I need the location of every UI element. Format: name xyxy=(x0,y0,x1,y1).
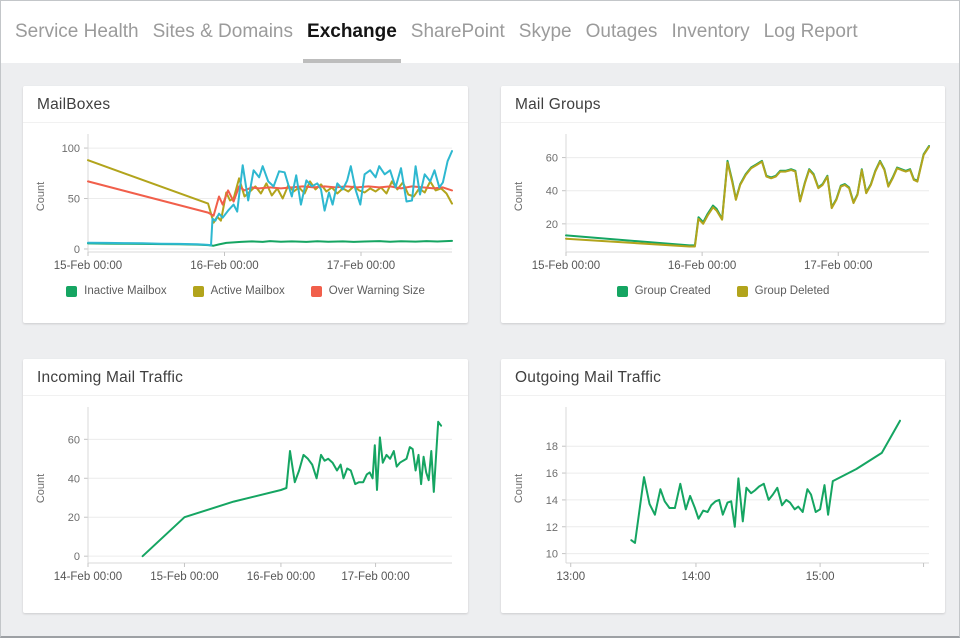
y-tick-label: 50 xyxy=(68,194,80,206)
y-tick-label: 16 xyxy=(546,468,558,480)
tab-skype[interactable]: Skype xyxy=(518,21,572,42)
chart-title: Outgoing Mail Traffic xyxy=(515,369,662,386)
y-tick-label: 0 xyxy=(74,244,80,256)
series-line-outgoing-mail xyxy=(630,419,901,544)
legend-swatch xyxy=(192,285,204,297)
tab-outages[interactable]: Outages xyxy=(585,21,658,42)
x-tick-label: 17-Feb 00:00 xyxy=(341,571,409,583)
x-tick-label: 15:00 xyxy=(806,571,835,583)
x-tick-label: 15-Feb 00:00 xyxy=(54,260,122,272)
x-tick-label: 16-Feb 00:00 xyxy=(668,260,736,272)
legend-item-group-created[interactable]: Group Created xyxy=(616,285,711,297)
series-line-incoming-mail xyxy=(141,420,443,558)
legend-swatch xyxy=(736,285,748,297)
y-axis-title: Count xyxy=(513,182,525,211)
series-line-active-mailbox xyxy=(87,159,453,224)
y-axis-title: Count xyxy=(35,182,47,211)
y-tick-label: 60 xyxy=(546,153,558,165)
x-tick-label: 17-Feb 00:00 xyxy=(327,260,395,272)
card-header: Incoming Mail Traffic xyxy=(23,359,468,396)
legend-item-group-deleted[interactable]: Group Deleted xyxy=(736,285,830,297)
outgoing-mail-traffic-card: Outgoing Mail Traffic 10 12 14 16 18 13:00 14:… xyxy=(501,359,945,613)
y-tick-label: 0 xyxy=(74,551,80,563)
x-tick-label: 17-Feb 00:00 xyxy=(804,260,872,272)
y-tick-label: 20 xyxy=(68,512,80,524)
chart-title: MailBoxes xyxy=(37,96,111,113)
tab-log-report[interactable]: Log Report xyxy=(763,21,858,42)
card-header: MailBoxes xyxy=(23,86,468,123)
x-tick-label: 14:00 xyxy=(682,571,711,583)
incoming-mail-traffic-chart: 0 20 40 60 14-Feb 00:00 15-Feb 00:00 16-Feb 00… xyxy=(35,407,452,583)
legend-item-over-warning-size[interactable]: Over Warning Size xyxy=(310,285,425,297)
x-tick-label: 15-Feb 00:00 xyxy=(150,571,218,583)
tab-service-health[interactable]: Service Health xyxy=(15,21,139,42)
y-tick-label: 18 xyxy=(546,441,558,453)
series-line-group-created xyxy=(565,145,930,247)
legend-label: Group Created xyxy=(634,285,711,297)
card-header: Outgoing Mail Traffic xyxy=(501,359,945,396)
series-line-unlabeled xyxy=(87,150,453,247)
y-tick-label: 14 xyxy=(546,495,558,507)
y-tick-label: 60 xyxy=(68,434,80,446)
incoming-mail-traffic-card: Incoming Mail Traffic 0 20 40 60 14-Feb 00:0… xyxy=(23,359,468,613)
outgoing-mail-traffic-chart: 10 12 14 16 18 13:00 14:00 15:00 Count xyxy=(513,407,929,583)
x-tick-label: 15-Feb 00:00 xyxy=(532,260,600,272)
tab-exchange[interactable]: Exchange xyxy=(300,1,404,63)
legend-item-active-mailbox[interactable]: Active Mailbox xyxy=(192,285,285,297)
mail-groups-chart: 20 40 60 15-Feb 00:00 16-Feb 00:00 17-Feb 00:… xyxy=(513,134,930,272)
legend-swatch xyxy=(310,285,322,297)
legend-swatch xyxy=(616,285,628,297)
legend-label: Active Mailbox xyxy=(210,285,285,297)
dashboard-tab-bar: Service Health Sites & Domains Exchange … xyxy=(1,1,959,63)
mail-groups-card: Mail Groups 20 40 60 15-Feb 00:00 16-Feb 00:… xyxy=(501,86,945,323)
mailboxes-legend: Inactive Mailbox Active Mailbox Over Warni… xyxy=(23,279,468,303)
chart-title: Incoming Mail Traffic xyxy=(37,369,184,386)
legend-swatch xyxy=(66,285,78,297)
card-header: Mail Groups xyxy=(501,86,945,123)
mailboxes-chart: 0 50 100 15-Feb 00:00 16-Feb 00:00 17-Feb 00:… xyxy=(35,134,453,272)
chart-title: Mail Groups xyxy=(515,96,601,113)
y-tick-label: 20 xyxy=(546,219,558,231)
y-axis-title: Count xyxy=(35,474,47,503)
mail-groups-legend: Group Created Group Deleted xyxy=(501,279,945,303)
x-tick-label: 16-Feb 00:00 xyxy=(190,260,258,272)
y-tick-label: 40 xyxy=(546,186,558,198)
tab-inventory[interactable]: Inventory xyxy=(671,21,750,42)
legend-item-inactive-mailbox[interactable]: Inactive Mailbox xyxy=(66,285,167,297)
x-tick-label: 14-Feb 00:00 xyxy=(54,571,122,583)
series-line-group-deleted xyxy=(565,145,930,248)
tab-sharepoint[interactable]: SharePoint xyxy=(410,21,505,42)
mailboxes-card: MailBoxes 0 50 100 15-Feb 00:00 16-Feb 00:00… xyxy=(23,86,468,323)
y-tick-label: 12 xyxy=(546,522,558,534)
tab-sites-domains[interactable]: Sites & Domains xyxy=(152,21,294,42)
legend-label: Group Deleted xyxy=(754,285,830,297)
x-tick-label: 16-Feb 00:00 xyxy=(247,571,315,583)
y-tick-label: 100 xyxy=(62,143,80,155)
y-axis-title: Count xyxy=(513,474,525,503)
legend-label: Inactive Mailbox xyxy=(84,285,167,297)
legend-label: Over Warning Size xyxy=(328,285,425,297)
tabs: Service Health Sites & Domains Exchange … xyxy=(1,1,959,63)
y-tick-label: 40 xyxy=(68,473,80,485)
dashboard-content: MailBoxes 0 50 100 15-Feb 00:00 16-Feb 00:00… xyxy=(1,63,959,636)
x-tick-label: 13:00 xyxy=(556,571,585,583)
y-tick-label: 10 xyxy=(546,549,558,561)
